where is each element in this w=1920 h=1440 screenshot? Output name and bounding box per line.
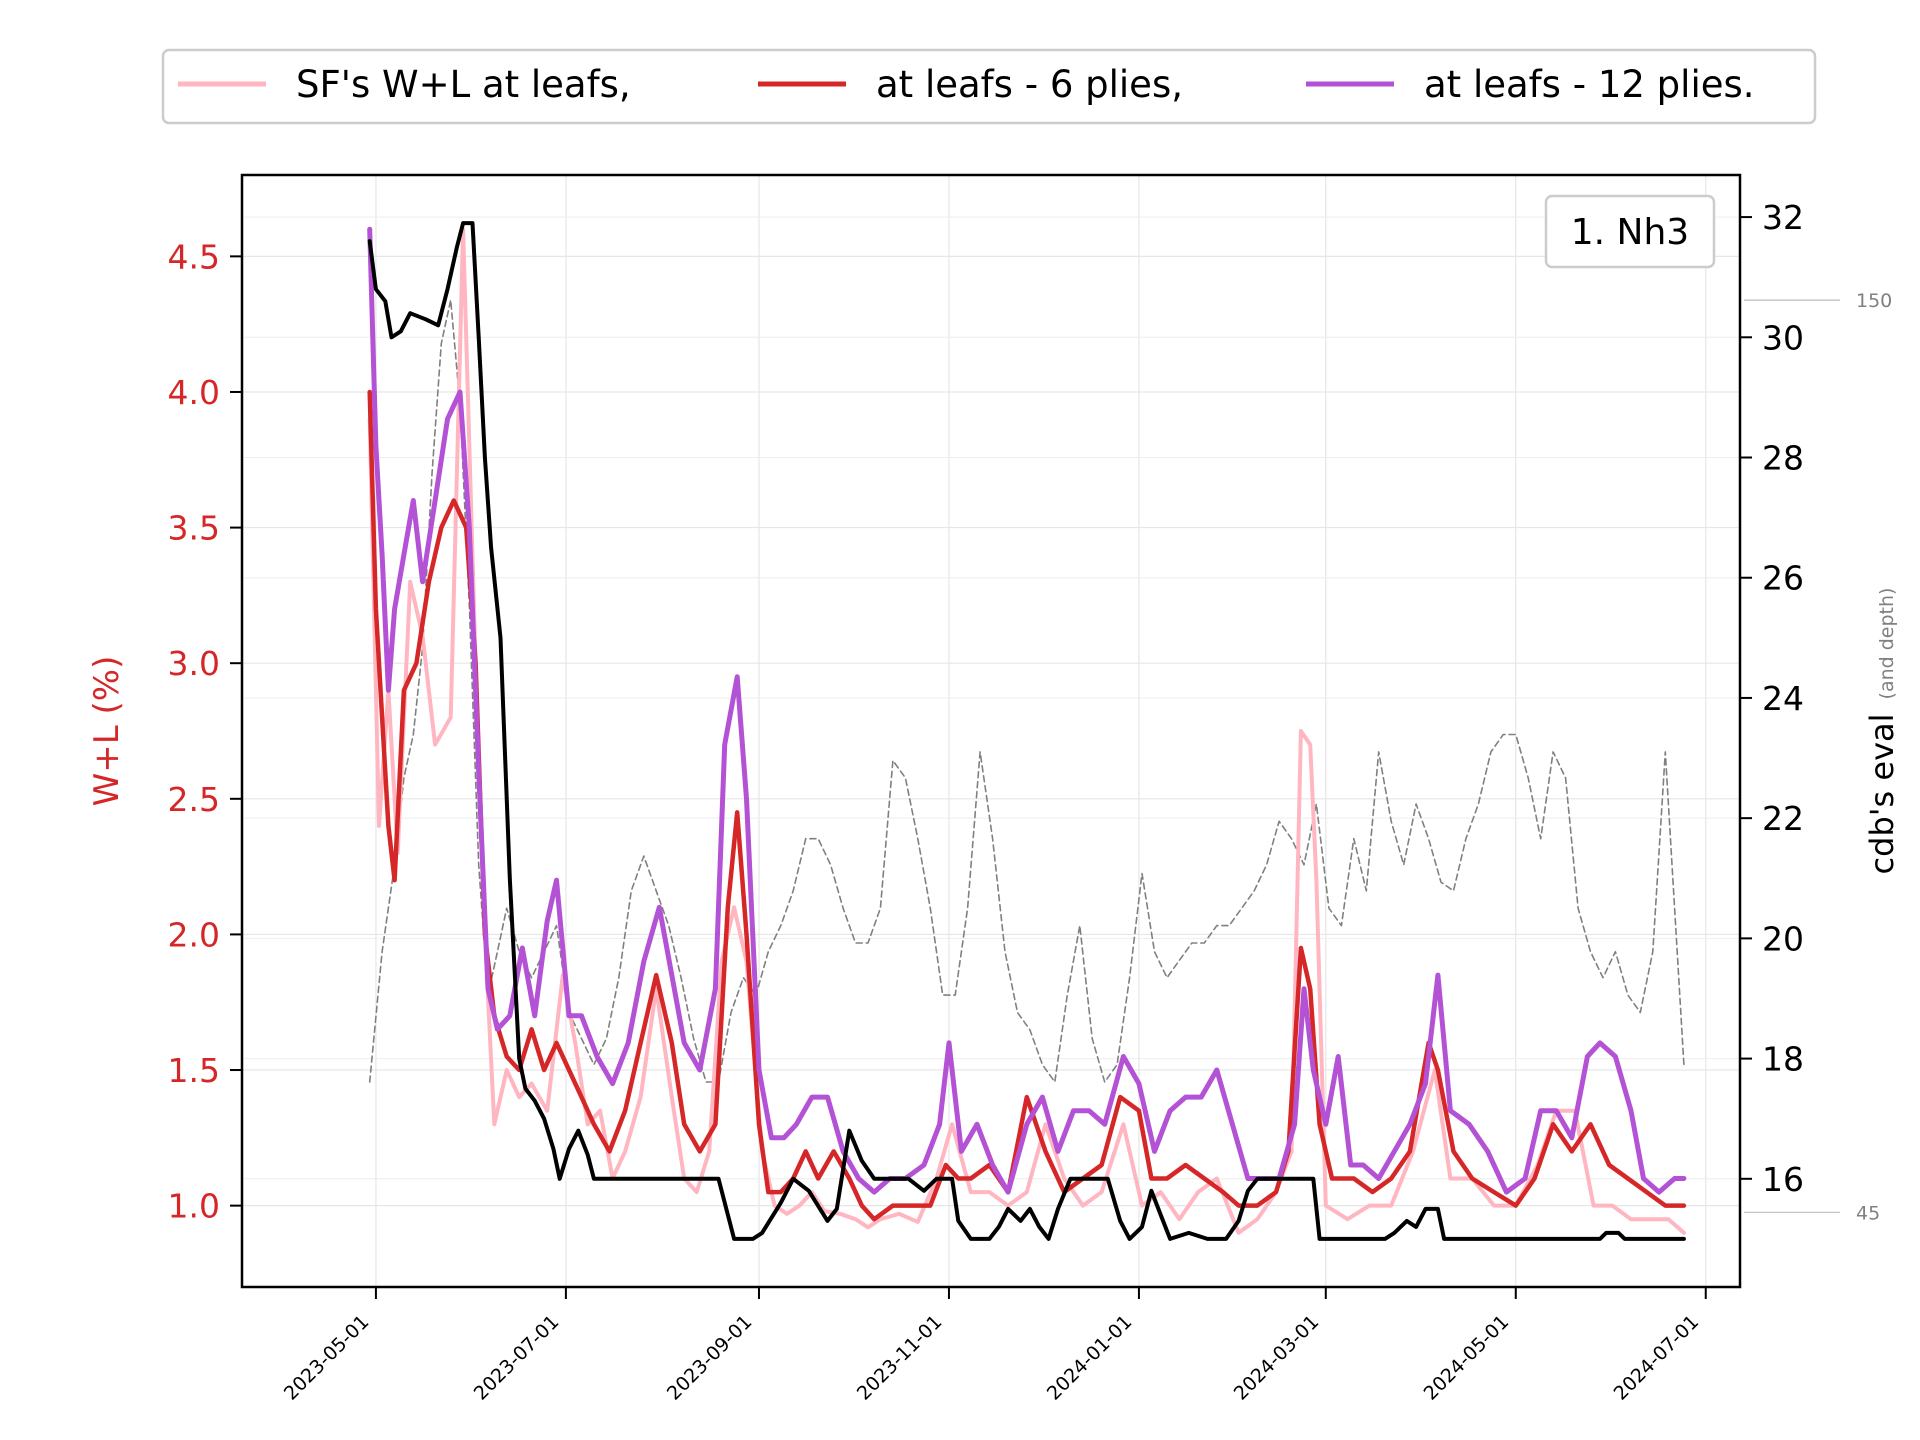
left-tick-label: 2.0 [168, 915, 220, 954]
series-line-depth [368, 299, 1685, 1083]
right-tick-label: 22 [1762, 799, 1804, 838]
right-tick-label: 28 [1762, 439, 1804, 478]
left-tick-label: 3.0 [168, 644, 220, 683]
annotation-frame [1544, 194, 1716, 269]
legend: SF's W+L at leafs, at leafs - 6 plies, a… [161, 48, 1817, 125]
annotation-text: 1. Nh3 [1571, 212, 1689, 253]
series-line-sf [367, 227, 1686, 1235]
legend-label-12plies: at leafs - 12 plies. [1424, 63, 1755, 106]
series-line-12plies [367, 226, 1687, 1195]
legend-label-sf: SF's W+L at leafs, [296, 63, 631, 106]
legend-frame [161, 48, 1817, 125]
depth-tick-label: 45 [1856, 1202, 1880, 1224]
series-layer [367, 221, 1687, 1241]
right-tick-label: 18 [1762, 1040, 1804, 1079]
left-tick-label: 3.5 [168, 509, 220, 548]
left-axis-label: W+L (%) [87, 656, 127, 807]
depth-tick-label: 150 [1856, 290, 1892, 312]
right-tick-label: 32 [1762, 198, 1804, 237]
right-axis-label-main: cdb's eval [1863, 713, 1901, 874]
left-axis: 1.0 1.5 2.0 2.5 3.0 3.5 4.0 4.5 [168, 237, 242, 1226]
right-axis-label: cdb's eval (and depth) [1863, 588, 1901, 875]
grid [242, 175, 1740, 1287]
left-tick-label: 2.5 [168, 780, 220, 819]
right-tick-label: 30 [1762, 318, 1804, 357]
series-line-cdb-eval [367, 221, 1686, 1241]
series-line-6plies [367, 389, 1687, 1222]
depth-axis: 45 150 [1744, 290, 1892, 1224]
right-tick-label: 20 [1762, 919, 1804, 958]
right-tick-label: 26 [1762, 559, 1804, 598]
right-axis-label-sub: (and depth) [1876, 588, 1898, 700]
right-tick-label: 16 [1762, 1160, 1804, 1199]
left-tick-label: 4.0 [168, 373, 220, 412]
left-tick-label: 1.5 [168, 1051, 220, 1090]
left-tick-label: 1.0 [168, 1187, 220, 1226]
annotation-box: 1. Nh3 [1544, 194, 1716, 269]
right-axis: 16 18 20 22 24 26 28 30 32 [1740, 198, 1804, 1199]
right-tick-label: 24 [1762, 679, 1804, 718]
left-tick-label: 4.5 [168, 237, 220, 276]
legend-label-6plies: at leafs - 6 plies, [876, 63, 1183, 106]
plot-frame [240, 173, 1742, 1289]
